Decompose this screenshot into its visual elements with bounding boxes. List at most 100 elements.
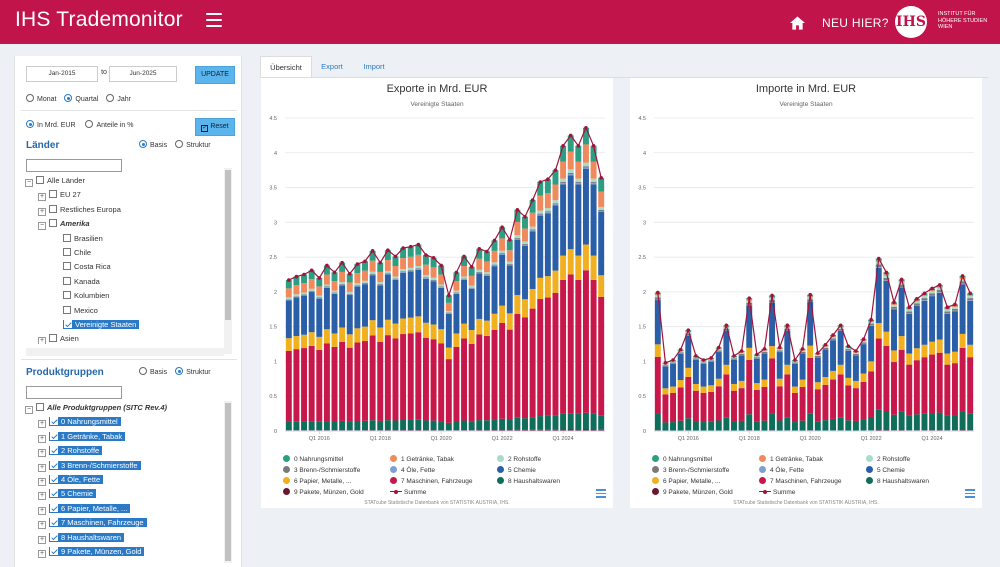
bar-segment[interactable]	[715, 378, 722, 387]
bar-segment[interactable]	[598, 209, 605, 211]
bar-segment[interactable]	[514, 429, 521, 431]
expand-icon[interactable]: +	[38, 449, 46, 458]
bar-segment[interactable]	[791, 392, 798, 423]
bar-segment[interactable]	[552, 203, 559, 205]
tree-item[interactable]: Brasilien	[51, 232, 103, 245]
bar-segment[interactable]	[331, 290, 338, 293]
bar-segment[interactable]	[415, 244, 422, 255]
bar-segment[interactable]	[898, 282, 905, 285]
bar-segment[interactable]	[384, 273, 391, 275]
summe-point[interactable]	[747, 296, 752, 300]
tree-checkbox[interactable]	[63, 248, 71, 256]
radio-monat[interactable]: Monat	[26, 94, 56, 103]
bar-segment[interactable]	[807, 301, 814, 303]
bar-segment[interactable]	[438, 284, 445, 287]
bar-segment[interactable]	[560, 255, 567, 280]
laender-hscroll[interactable]	[26, 348, 224, 356]
bar-segment[interactable]	[491, 262, 498, 265]
bar-segment[interactable]	[845, 377, 852, 386]
collapse-icon[interactable]: −	[38, 222, 46, 231]
bar-segment[interactable]	[598, 206, 605, 210]
tree-item[interactable]: − Amerika	[38, 217, 90, 231]
bar-segment[interactable]	[753, 358, 760, 384]
summe-point[interactable]	[492, 238, 497, 243]
summe-point[interactable]	[500, 225, 504, 230]
bar-segment[interactable]	[575, 255, 582, 280]
bar-segment[interactable]	[967, 413, 974, 431]
bar-segment[interactable]	[769, 346, 776, 359]
bar-segment[interactable]	[491, 329, 498, 420]
bar-segment[interactable]	[944, 309, 951, 312]
bar-segment[interactable]	[776, 386, 783, 421]
bar-segment[interactable]	[936, 292, 943, 293]
bar-segment[interactable]	[929, 293, 936, 296]
legend-item[interactable]: 2 Rohstoffe	[866, 455, 910, 463]
bar-segment[interactable]	[285, 421, 292, 431]
laender-vscroll[interactable]	[224, 168, 232, 354]
bar-segment[interactable]	[308, 345, 315, 422]
bar-segment[interactable]	[346, 273, 353, 283]
bar-segment[interactable]	[544, 213, 551, 277]
legend-item[interactable]: 5 Chemie	[497, 466, 536, 474]
bar-segment[interactable]	[944, 308, 951, 310]
export-chart-menu-icon[interactable]	[596, 489, 606, 498]
bar-segment[interactable]	[791, 362, 798, 364]
bar-segment[interactable]	[913, 303, 920, 306]
summe-point[interactable]	[656, 290, 660, 295]
bar-segment[interactable]	[837, 330, 844, 365]
bar-segment[interactable]	[590, 429, 597, 431]
bar-segment[interactable]	[422, 277, 429, 279]
bar-segment[interactable]	[384, 420, 391, 431]
bar-segment[interactable]	[685, 367, 692, 377]
bar-segment[interactable]	[959, 281, 966, 284]
bar-segment[interactable]	[400, 258, 407, 270]
bar-segment[interactable]	[506, 239, 513, 251]
bar-segment[interactable]	[715, 420, 722, 431]
bar-segment[interactable]	[837, 374, 844, 418]
bar-segment[interactable]	[323, 287, 330, 330]
bar-segment[interactable]	[377, 285, 384, 328]
bar-segment[interactable]	[293, 294, 300, 297]
bar-segment[interactable]	[323, 421, 330, 431]
legend-item[interactable]: 0 Nahrungsmittel	[283, 455, 343, 463]
summe-point[interactable]	[355, 262, 360, 266]
bar-segment[interactable]	[415, 316, 422, 333]
bar-segment[interactable]	[362, 283, 368, 285]
bar-segment[interactable]	[654, 356, 661, 414]
bar-segment[interactable]	[339, 282, 346, 285]
bar-segment[interactable]	[784, 374, 791, 418]
bar-segment[interactable]	[898, 286, 905, 288]
bar-segment[interactable]	[400, 420, 407, 431]
bar-segment[interactable]	[339, 285, 346, 328]
bar-segment[interactable]	[944, 353, 951, 365]
tree-checkbox[interactable]	[50, 475, 58, 483]
summe-point[interactable]	[854, 349, 858, 353]
bar-segment[interactable]	[860, 341, 867, 343]
bar-segment[interactable]	[677, 354, 684, 381]
bar-segment[interactable]	[537, 181, 544, 196]
summe-point[interactable]	[884, 270, 889, 275]
bar-segment[interactable]	[430, 420, 437, 431]
bar-segment[interactable]	[936, 290, 943, 293]
tree-checkbox[interactable]	[49, 219, 57, 228]
bar-segment[interactable]	[339, 420, 346, 431]
bar-segment[interactable]	[868, 323, 875, 326]
bar-segment[interactable]	[738, 355, 745, 381]
bar-segment[interactable]	[944, 415, 951, 431]
legend-item[interactable]: 6 Papier, Metalle, ...	[283, 477, 351, 485]
bar-segment[interactable]	[483, 274, 490, 276]
bar-segment[interactable]	[316, 277, 323, 287]
summe-point[interactable]	[663, 361, 668, 365]
bar-segment[interactable]	[301, 348, 308, 422]
summe-point[interactable]	[462, 254, 466, 259]
legend-item[interactable]: 0 Nahrungsmittel	[652, 455, 712, 463]
bar-segment[interactable]	[723, 374, 730, 418]
bar-segment[interactable]	[822, 420, 829, 431]
tree-checkbox[interactable]	[50, 518, 58, 527]
bar-segment[interactable]	[936, 412, 943, 431]
bar-segment[interactable]	[346, 347, 353, 422]
tree-item[interactable]: +8 Haushaltswaren	[38, 531, 125, 544]
expand-icon[interactable]: +	[38, 478, 46, 486]
bar-segment[interactable]	[738, 388, 745, 421]
bar-segment[interactable]	[753, 356, 760, 358]
